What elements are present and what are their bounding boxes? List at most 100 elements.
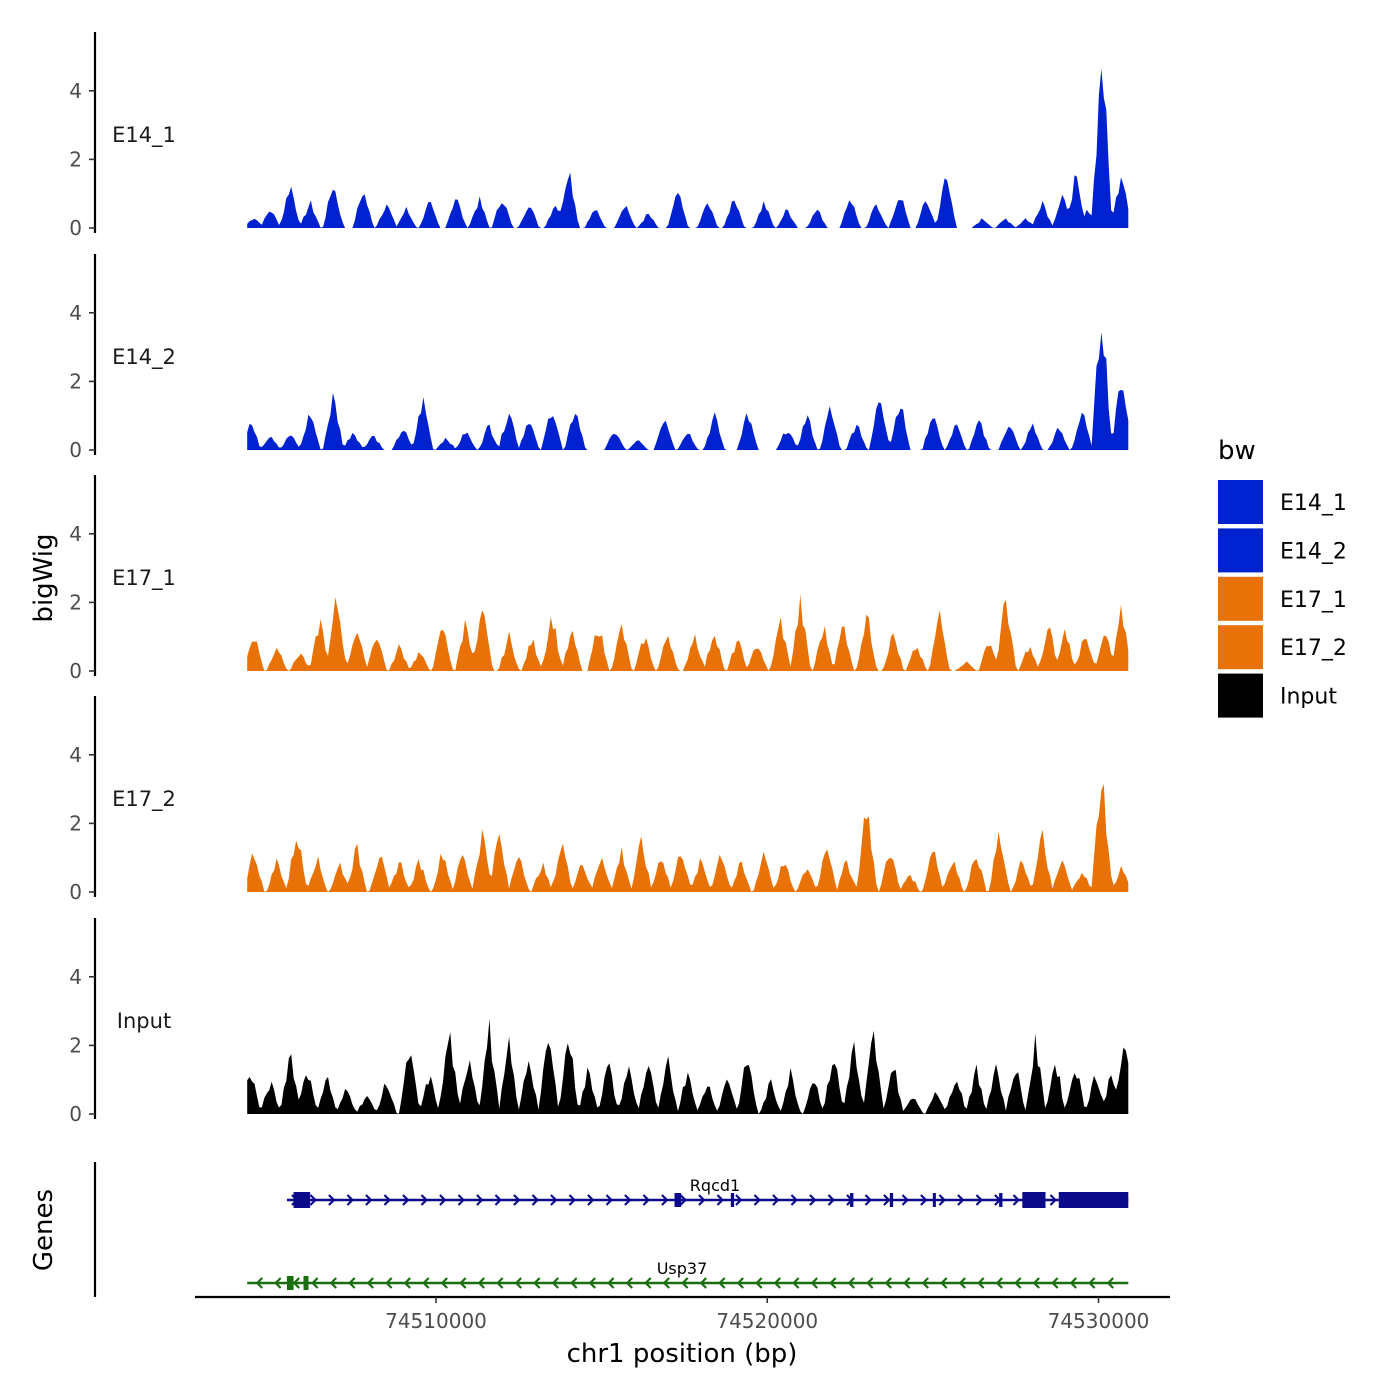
y-tick-label: 2 xyxy=(69,369,82,393)
y-tick-label: 4 xyxy=(69,965,82,989)
signal-area-input xyxy=(247,1018,1129,1114)
y-tick-label: 4 xyxy=(69,522,82,546)
y-tick-label: 2 xyxy=(69,147,82,171)
track-e14-2: 0 2 4 E14_2 xyxy=(69,254,1129,462)
genes-axis-title: Genes xyxy=(29,1189,59,1271)
strand-arrow xyxy=(311,1277,319,1289)
track-label: E14_1 xyxy=(112,123,176,148)
y-tick-label: 4 xyxy=(69,79,82,103)
strand-arrow xyxy=(402,1194,410,1206)
y-tick-label: 2 xyxy=(69,1033,82,1057)
track-e14-1: 0 2 4 E14_1 xyxy=(69,32,1129,240)
legend-title: bw xyxy=(1218,436,1256,466)
y-tick-label: 4 xyxy=(69,743,82,767)
strand-arrow xyxy=(513,1194,521,1206)
strand-arrow xyxy=(514,1277,522,1289)
y-tick-label: 2 xyxy=(69,811,82,835)
strand-arrow xyxy=(422,1277,430,1289)
strand-arrow xyxy=(810,1277,818,1289)
strand-arrow xyxy=(255,1277,263,1289)
strand-arrow xyxy=(531,1194,539,1206)
strand-arrow xyxy=(755,1277,763,1289)
strand-arrow xyxy=(366,1277,374,1289)
signal-area-e14-1 xyxy=(247,68,1129,228)
track-label: E17_2 xyxy=(112,787,176,812)
track-label: Input xyxy=(117,1009,171,1033)
exon xyxy=(932,1193,936,1207)
strand-arrow xyxy=(681,1277,689,1289)
x-axis-title: chr1 position (bp) xyxy=(567,1339,798,1369)
gene-usp37: Usp37 xyxy=(247,1259,1129,1290)
y-tick-label: 0 xyxy=(69,438,82,462)
exon xyxy=(674,1193,682,1207)
strand-arrow xyxy=(661,1194,669,1206)
exon xyxy=(293,1192,311,1208)
strand-arrow xyxy=(1051,1277,1059,1289)
strand-arrow xyxy=(496,1277,504,1289)
strand-arrow xyxy=(642,1194,650,1206)
strand-arrow xyxy=(476,1194,484,1206)
strand-arrow xyxy=(773,1277,781,1289)
strand-arrow xyxy=(995,1277,1003,1289)
x-axis: 74510000 74520000 74530000 xyxy=(195,1295,1170,1333)
strand-arrow xyxy=(383,1194,391,1206)
signal-area-e14-2 xyxy=(247,332,1129,450)
strand-arrow xyxy=(1032,1277,1040,1289)
strand-arrow xyxy=(716,1194,724,1206)
strand-arrow xyxy=(403,1277,411,1289)
strand-arrow xyxy=(662,1277,670,1289)
strand-arrow xyxy=(494,1194,502,1206)
strand-arrow xyxy=(533,1277,541,1289)
strand-arrow xyxy=(940,1277,948,1289)
strand-arrow xyxy=(607,1277,615,1289)
legend-swatch-e14-1 xyxy=(1218,480,1263,524)
y-axis-title: bigWig xyxy=(29,533,59,622)
strand-arrow xyxy=(348,1277,356,1289)
exon xyxy=(999,1193,1003,1207)
legend-swatch-e17-2 xyxy=(1218,625,1263,670)
strand-arrow xyxy=(809,1194,817,1206)
strand-arrow xyxy=(1106,1277,1114,1289)
strand-arrow xyxy=(957,1194,965,1206)
strand-arrow xyxy=(439,1194,447,1206)
track-label: E14_2 xyxy=(112,345,176,370)
strand-arrow xyxy=(1088,1277,1096,1289)
strand-arrow xyxy=(568,1194,576,1206)
strand-arrow xyxy=(420,1194,428,1206)
strand-arrow xyxy=(938,1194,946,1206)
legend-swatch-input xyxy=(1218,673,1263,718)
x-tick-label: 74530000 xyxy=(1048,1309,1150,1333)
legend: bw E14_1 E14_2 E17_1 E17_2 Input xyxy=(1218,436,1347,718)
signal-area-e17-2 xyxy=(247,783,1129,892)
gene-label: Rqcd1 xyxy=(690,1176,740,1195)
strand-arrow xyxy=(736,1277,744,1289)
signal-area-e17-1 xyxy=(247,594,1129,671)
legend-label: E17_2 xyxy=(1280,636,1347,661)
strand-arrow xyxy=(847,1277,855,1289)
track-input: 0 2 4 Input xyxy=(69,918,1129,1126)
gene-label: Usp37 xyxy=(657,1259,708,1278)
legend-swatch-e14-2 xyxy=(1218,528,1263,573)
strand-arrow xyxy=(1069,1277,1077,1289)
strand-arrow xyxy=(772,1194,780,1206)
track-label: E17_1 xyxy=(112,566,176,591)
exon xyxy=(1022,1192,1046,1208)
strand-arrow xyxy=(827,1194,835,1206)
strand-arrow xyxy=(292,1277,300,1289)
gene-rqcd1: Rqcd1 xyxy=(286,1176,1129,1208)
strand-arrow xyxy=(328,1194,336,1206)
strand-arrow xyxy=(346,1194,354,1206)
strand-arrow xyxy=(1012,1194,1020,1206)
strand-arrow xyxy=(699,1277,707,1289)
strand-arrow xyxy=(329,1277,337,1289)
strand-arrow xyxy=(457,1194,465,1206)
legend-swatch-e17-1 xyxy=(1218,576,1263,621)
strand-arrow xyxy=(864,1194,872,1206)
strand-arrow xyxy=(975,1194,983,1206)
genes-panel: Rqcd1 Usp37 xyxy=(93,1162,1129,1297)
track-e17-1: 0 2 4 E17_1 xyxy=(69,475,1129,683)
strand-arrow xyxy=(274,1277,282,1289)
y-tick-label: 4 xyxy=(69,301,82,325)
strand-arrow xyxy=(884,1277,892,1289)
